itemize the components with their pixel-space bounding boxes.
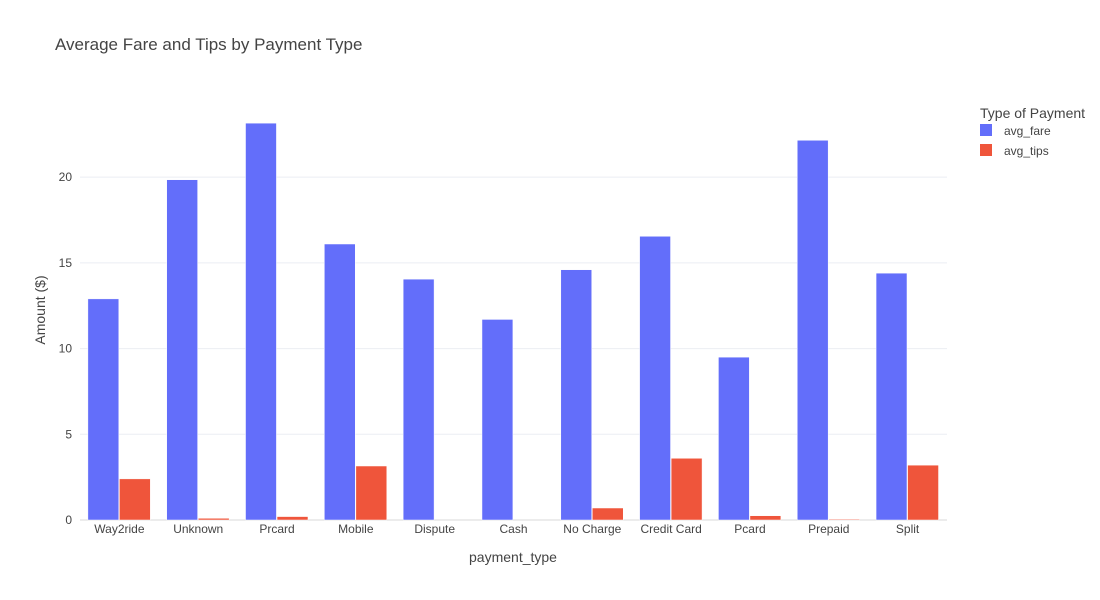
bar-avg_fare[interactable] bbox=[796, 140, 829, 521]
bar-avg_fare[interactable] bbox=[402, 278, 435, 521]
bar-avg_tips[interactable] bbox=[119, 478, 151, 521]
bar-avg_fare[interactable] bbox=[481, 319, 514, 521]
y-tick-label: 10 bbox=[59, 342, 73, 356]
x-tick-label: Cash bbox=[499, 522, 527, 536]
bar-avg_tips[interactable] bbox=[197, 518, 230, 521]
x-tick-label: Split bbox=[896, 522, 920, 536]
legend-title: Type of Payment bbox=[980, 105, 1085, 121]
legend-item-avg_tips[interactable]: avg_tips bbox=[980, 144, 1049, 158]
x-tick-label: Way2ride bbox=[94, 522, 145, 536]
x-tick-label: Dispute bbox=[414, 522, 455, 536]
bars bbox=[87, 122, 939, 521]
x-tick-label: Credit Card bbox=[640, 522, 701, 536]
bar-avg_tips[interactable] bbox=[749, 515, 782, 521]
x-tick-label: No Charge bbox=[563, 522, 621, 536]
legend-item-avg_fare[interactable]: avg_fare bbox=[980, 124, 1051, 138]
x-tick-label: Pcard bbox=[734, 522, 765, 536]
bar-avg_tips[interactable] bbox=[828, 518, 860, 521]
bar-avg_fare[interactable] bbox=[166, 179, 198, 521]
bar-avg_tips[interactable] bbox=[355, 465, 388, 521]
legend-swatch bbox=[980, 144, 992, 156]
x-tick-label: Prcard bbox=[259, 522, 294, 536]
bar-avg_fare[interactable] bbox=[639, 236, 671, 521]
bar-avg_fare[interactable] bbox=[324, 243, 356, 521]
x-axis-ticks: Way2ride Unknown Prcard Mobile Dispute Cash No… bbox=[94, 522, 920, 536]
bar-avg_tips[interactable] bbox=[276, 516, 309, 521]
bar-avg_fare[interactable] bbox=[87, 298, 120, 521]
bar-avg_fare[interactable] bbox=[560, 269, 592, 521]
legend-items[interactable]: avg_fare avg_tips bbox=[980, 124, 1051, 158]
x-tick-label: Prepaid bbox=[808, 522, 849, 536]
bar-avg_fare[interactable] bbox=[245, 122, 277, 521]
legend-label: avg_tips bbox=[1004, 144, 1049, 158]
y-tick-label: 20 bbox=[59, 170, 73, 184]
legend[interactable]: Type of Payment avg_fare avg_tips bbox=[980, 105, 1085, 158]
bar-avg_fare[interactable] bbox=[718, 356, 750, 521]
x-axis-title: payment_type bbox=[469, 549, 557, 565]
y-tick-label: 15 bbox=[59, 256, 73, 270]
bar-avg_tips[interactable] bbox=[592, 507, 624, 521]
x-tick-label: Mobile bbox=[338, 522, 374, 536]
legend-swatch bbox=[980, 124, 992, 136]
chart-title: Average Fare and Tips by Payment Type bbox=[55, 35, 362, 54]
bar-avg_fare[interactable] bbox=[875, 272, 908, 521]
y-tick-label: 0 bbox=[65, 513, 72, 527]
legend-label: avg_fare bbox=[1004, 124, 1051, 138]
y-axis-title: Amount ($) bbox=[32, 275, 48, 344]
bar-avg_tips[interactable] bbox=[907, 464, 939, 521]
y-axis-ticks: 0 5 10 15 20 bbox=[59, 170, 73, 527]
y-tick-label: 5 bbox=[65, 427, 72, 441]
bar-avg_tips[interactable] bbox=[670, 458, 703, 521]
x-tick-label: Unknown bbox=[173, 522, 223, 536]
